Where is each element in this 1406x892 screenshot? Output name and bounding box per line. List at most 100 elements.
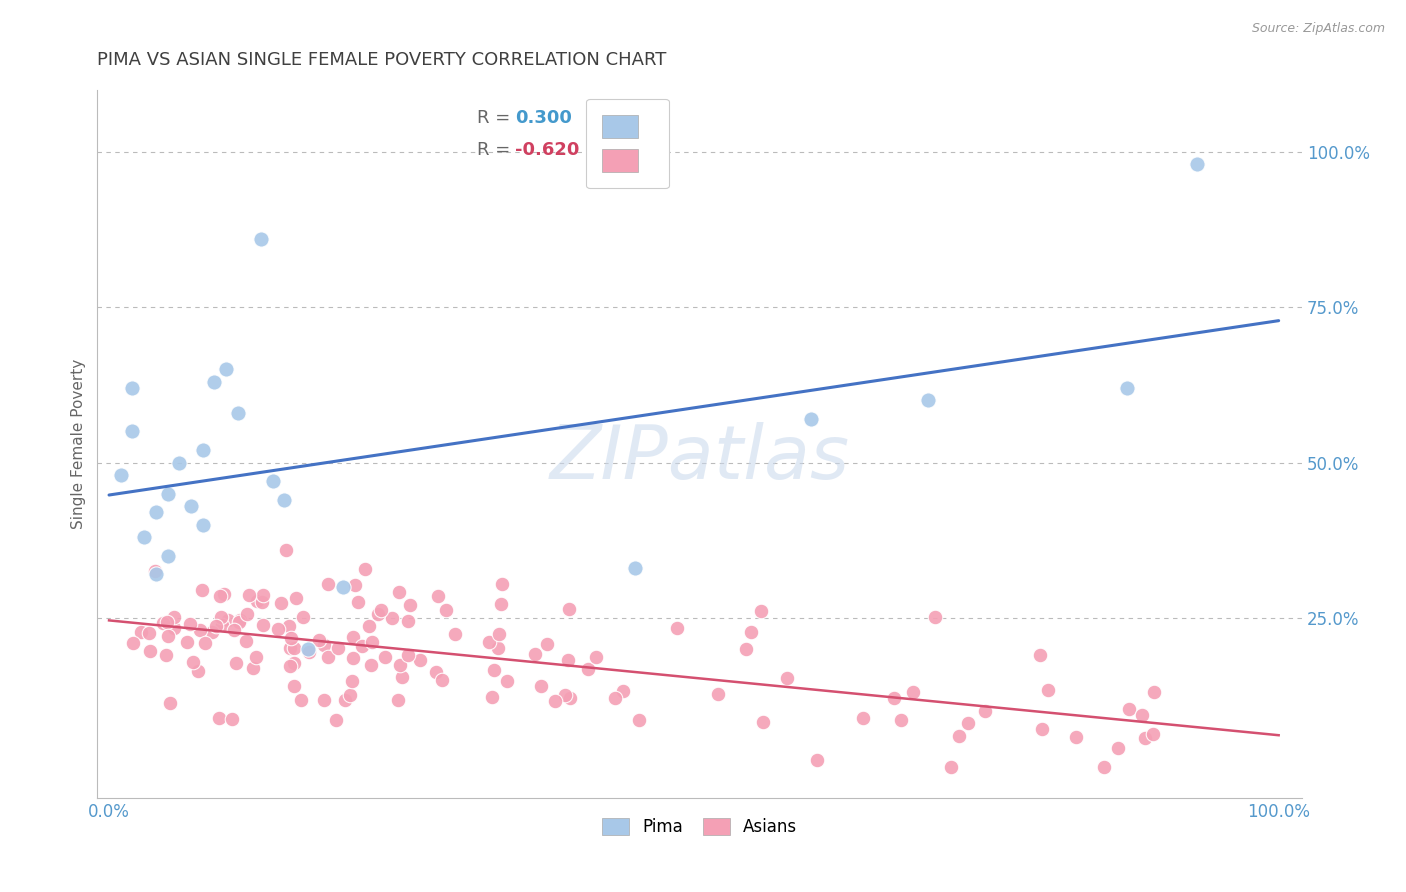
Point bbox=[1115, 381, 1137, 395]
Point bbox=[312, 638, 335, 652]
Point bbox=[134, 530, 156, 544]
Point bbox=[209, 589, 232, 603]
Point bbox=[1064, 730, 1087, 744]
Point bbox=[734, 642, 756, 657]
Point bbox=[370, 603, 392, 617]
Point bbox=[181, 655, 204, 669]
Point bbox=[152, 616, 174, 631]
Point bbox=[1031, 723, 1053, 737]
Point bbox=[221, 712, 243, 726]
Point bbox=[481, 690, 503, 705]
Point bbox=[488, 627, 510, 641]
Point bbox=[491, 577, 513, 591]
Point bbox=[432, 673, 454, 687]
Point bbox=[387, 585, 409, 599]
Point bbox=[1036, 682, 1059, 697]
Point bbox=[342, 651, 364, 665]
Point bbox=[278, 640, 301, 655]
Point bbox=[228, 615, 250, 629]
Point bbox=[180, 499, 202, 513]
Point bbox=[359, 618, 381, 632]
Point bbox=[273, 492, 295, 507]
Point bbox=[776, 671, 799, 685]
Point bbox=[901, 685, 924, 699]
Point bbox=[354, 562, 377, 576]
Text: -0.620: -0.620 bbox=[516, 141, 579, 159]
Point bbox=[1185, 157, 1208, 171]
Text: R =: R = bbox=[477, 141, 510, 159]
Point bbox=[277, 619, 299, 633]
Point bbox=[209, 610, 232, 624]
Point bbox=[924, 610, 946, 624]
Point bbox=[890, 713, 912, 727]
Text: N =: N = bbox=[598, 141, 631, 159]
Point bbox=[333, 693, 356, 707]
Point bbox=[235, 607, 257, 621]
Point bbox=[948, 729, 970, 743]
Point bbox=[361, 634, 384, 648]
Point bbox=[163, 621, 186, 635]
Point bbox=[163, 610, 186, 624]
Point bbox=[318, 650, 340, 665]
Point bbox=[188, 624, 211, 638]
Point bbox=[207, 711, 229, 725]
Y-axis label: Single Female Poverty: Single Female Poverty bbox=[72, 359, 86, 529]
Point bbox=[408, 653, 430, 667]
Point bbox=[917, 393, 939, 408]
Point bbox=[543, 694, 565, 708]
Text: 0.300: 0.300 bbox=[516, 109, 572, 127]
Point bbox=[242, 660, 264, 674]
Point bbox=[139, 644, 162, 658]
Point bbox=[121, 425, 143, 439]
Point bbox=[360, 657, 382, 672]
Point bbox=[344, 578, 367, 592]
Point bbox=[238, 588, 260, 602]
Point bbox=[191, 517, 214, 532]
Point bbox=[138, 625, 160, 640]
Point bbox=[284, 591, 307, 606]
Point bbox=[396, 648, 419, 663]
Point bbox=[1029, 648, 1052, 663]
Point bbox=[283, 640, 305, 655]
Point bbox=[706, 688, 728, 702]
Point bbox=[217, 613, 239, 627]
Point bbox=[740, 624, 762, 639]
Point bbox=[749, 604, 772, 618]
Point bbox=[396, 615, 419, 629]
Point bbox=[292, 609, 315, 624]
Point bbox=[274, 542, 297, 557]
Point bbox=[444, 627, 467, 641]
Text: N =: N = bbox=[598, 109, 631, 127]
Point bbox=[290, 693, 312, 707]
Point bbox=[252, 588, 274, 602]
Point bbox=[399, 598, 422, 612]
Point bbox=[367, 607, 389, 622]
Point bbox=[225, 657, 247, 671]
Point bbox=[298, 645, 321, 659]
Point bbox=[1135, 731, 1157, 745]
Point bbox=[529, 679, 551, 693]
Point bbox=[332, 580, 354, 594]
Point bbox=[212, 587, 235, 601]
Point bbox=[342, 630, 364, 644]
Point bbox=[179, 617, 201, 632]
Point bbox=[250, 595, 273, 609]
Point bbox=[205, 619, 228, 633]
Point bbox=[536, 637, 558, 651]
Legend: Pima, Asians: Pima, Asians bbox=[596, 812, 804, 843]
Point bbox=[229, 613, 252, 627]
Point bbox=[194, 636, 217, 650]
Point bbox=[318, 577, 340, 591]
Point bbox=[246, 594, 269, 608]
Point bbox=[426, 589, 449, 603]
Point bbox=[557, 601, 579, 615]
Point bbox=[605, 690, 627, 705]
Point bbox=[308, 632, 330, 647]
Point bbox=[624, 561, 647, 575]
Point bbox=[339, 688, 361, 702]
Point bbox=[312, 693, 335, 707]
Point bbox=[191, 443, 214, 458]
Point bbox=[262, 474, 284, 488]
Point bbox=[482, 663, 505, 677]
Point bbox=[283, 657, 305, 671]
